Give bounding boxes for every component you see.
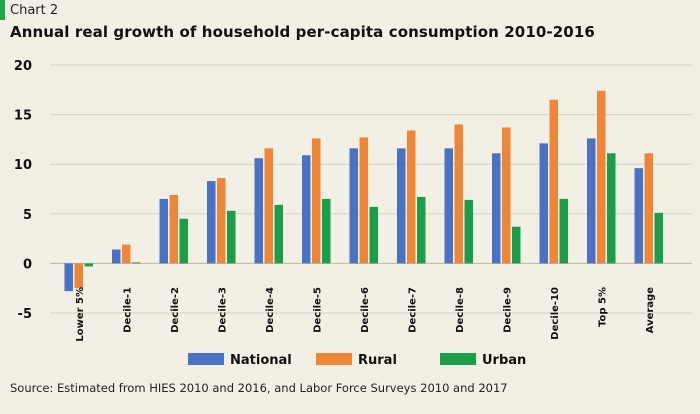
bar-national <box>64 263 73 292</box>
bar-rural <box>217 178 226 264</box>
y-tick-label: 20 <box>14 59 32 74</box>
bar-urban <box>607 153 616 264</box>
bar-national <box>349 148 358 264</box>
bar-national <box>634 168 643 264</box>
bar-urban <box>227 210 236 264</box>
legend-label-urban: Urban <box>482 353 526 368</box>
bar-rural <box>264 148 273 264</box>
bar-national <box>302 155 311 264</box>
x-tick-label: Average <box>645 287 656 334</box>
y-tick-label: 0 <box>23 257 32 272</box>
bar-urban <box>464 199 473 264</box>
legend-swatch-urban <box>440 353 476 365</box>
x-tick-label: Top 5% <box>597 287 608 327</box>
x-tick-label: Decile-6 <box>360 287 371 333</box>
y-tick-label: -5 <box>18 307 32 322</box>
legend-swatch-national <box>188 353 224 365</box>
bar-rural <box>549 99 558 264</box>
bar-national <box>492 153 501 264</box>
x-tick-label: Decile-5 <box>312 287 323 333</box>
bar-national <box>207 181 216 264</box>
y-tick-label: 15 <box>14 109 32 124</box>
bar-rural <box>644 153 653 264</box>
x-tick-label: Decile-2 <box>170 287 181 333</box>
y-tick-label: 5 <box>23 208 32 223</box>
bar-urban <box>512 226 521 264</box>
bar-urban <box>417 196 426 264</box>
bar-rural <box>407 130 416 264</box>
x-tick-label: Decile-7 <box>407 287 418 333</box>
bar-national <box>587 138 596 264</box>
bar-rural <box>169 194 178 264</box>
bar-rural <box>454 124 463 264</box>
bar-urban <box>179 218 188 264</box>
legend-label-rural: Rural <box>358 353 397 368</box>
chart-title: Annual real growth of household per-capi… <box>10 23 595 41</box>
x-tick-label: Decile-3 <box>217 287 228 333</box>
bar-national <box>159 198 168 264</box>
bar-urban <box>84 263 93 267</box>
bar-national <box>254 158 263 264</box>
bar-urban <box>322 198 331 264</box>
bar-rural <box>359 137 368 264</box>
legend-label-national: National <box>230 353 292 368</box>
bar-national <box>397 148 406 264</box>
x-tick-label: Decile-9 <box>502 287 513 333</box>
bar-rural <box>122 244 131 264</box>
x-tick-label: Decile-10 <box>550 287 561 340</box>
legend-swatch-rural <box>316 353 352 365</box>
bar-rural <box>74 263 83 289</box>
x-tick-label: Decile-1 <box>122 287 133 333</box>
bar-rural <box>502 127 511 264</box>
x-tick-label: Decile-8 <box>455 287 466 333</box>
bar-urban <box>559 198 568 264</box>
bar-urban <box>274 204 283 264</box>
bar-national <box>444 148 453 264</box>
x-tick-label: Decile-4 <box>265 287 276 333</box>
bar-rural <box>597 90 606 264</box>
chart-number: Chart 2 <box>10 3 59 18</box>
bar-urban <box>132 262 141 264</box>
bar-rural <box>312 138 321 264</box>
bar-urban <box>654 212 663 264</box>
bar-national <box>539 143 548 264</box>
bar-national <box>112 249 121 264</box>
source-note: Source: Estimated from HIES 2010 and 201… <box>10 381 508 395</box>
bar-urban <box>369 206 378 264</box>
x-tick-label: Lower 5% <box>75 287 86 342</box>
y-tick-label: 10 <box>14 158 32 173</box>
accent-bar <box>0 0 5 20</box>
